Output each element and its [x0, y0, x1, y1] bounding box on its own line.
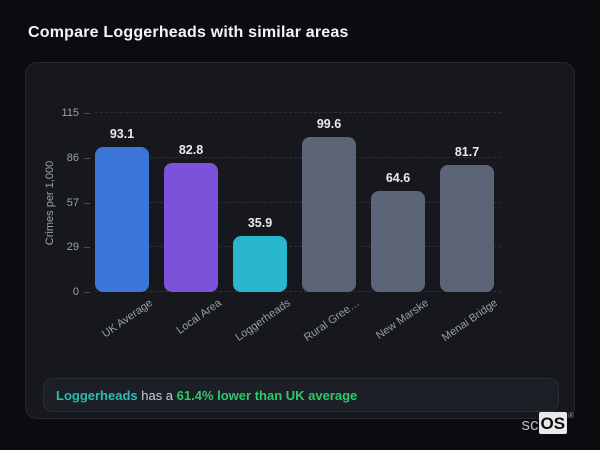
bar-menai-bridge[interactable] — [440, 164, 494, 292]
y-tick-mark — [84, 203, 90, 205]
bar-value-label: 99.6 — [316, 116, 342, 131]
bar-value-label: 81.7 — [454, 144, 480, 159]
gridline — [95, 245, 501, 247]
scos-logo: sc OS ® — [522, 412, 574, 434]
bar-local-area[interactable] — [164, 163, 218, 292]
y-tick-mark — [84, 158, 90, 160]
registered-mark-icon: ® — [568, 411, 574, 420]
scos-logo-prefix: sc — [521, 415, 539, 434]
bar-value-label: 64.6 — [385, 171, 411, 186]
scos-logo-box: OS — [538, 412, 568, 434]
note-subject: Loggerheads — [56, 387, 138, 403]
y-tick-label: 86 — [66, 152, 79, 165]
gridline — [95, 202, 501, 204]
bar-loggerheads[interactable] — [233, 236, 287, 292]
gridline — [95, 112, 501, 113]
bar-new-marske[interactable] — [371, 191, 425, 292]
gridline — [95, 291, 501, 292]
note-stat: 61.4% lower than UK average — [176, 387, 358, 403]
bar-uk-average[interactable] — [95, 147, 149, 292]
comparison-note: Loggerheads has a 61.4% lower than UK av… — [43, 378, 559, 412]
chart-card: Crimes per 1,000 93.1 UK Average 82.8 Local… — [25, 62, 575, 419]
y-tick-label: 0 — [72, 286, 79, 298]
bar-value-label: 35.9 — [247, 216, 273, 231]
page-title: Compare Loggerheads with similar areas — [28, 24, 349, 41]
y-tick-label: 29 — [66, 240, 79, 253]
y-tick-mark — [84, 246, 90, 248]
y-tick-mark — [84, 113, 90, 114]
x-tick-label: Menai Bridge — [439, 297, 500, 345]
note-text: Loggerheads has a 61.4% lower than UK av… — [56, 388, 357, 403]
note-connector: has a — [137, 387, 177, 403]
bar-rural-gree[interactable] — [302, 136, 356, 292]
plot-area: 93.1 UK Average 82.8 Local Area 35.9 Loggerhe… — [95, 112, 501, 344]
gridline — [95, 157, 501, 159]
y-tick-label: 57 — [66, 197, 79, 210]
y-tick-mark — [84, 292, 90, 293]
bar-value-label: 82.8 — [178, 143, 204, 158]
bar-value-label: 93.1 — [109, 127, 135, 142]
y-tick-label: 115 — [61, 107, 79, 119]
